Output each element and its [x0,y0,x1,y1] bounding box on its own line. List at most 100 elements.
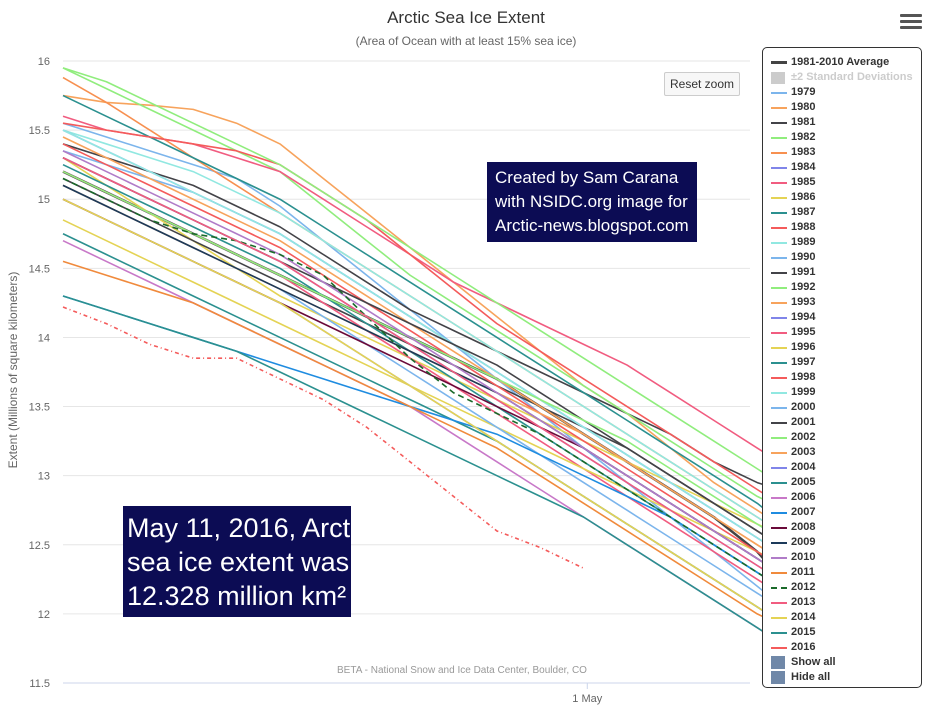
series-line-1979[interactable] [62,122,802,622]
series-line-1982[interactable] [62,67,801,518]
series-line-2002[interactable] [62,170,802,553]
legend-swatch [771,272,787,274]
legend-swatch [771,242,787,244]
legend-label: 1988 [791,221,816,233]
legend-action-label: Show all [791,656,836,668]
series-line-1992[interactable] [62,67,802,498]
legend-swatch [771,527,787,529]
series-line-1988[interactable] [62,122,802,518]
legend-swatch [771,482,787,484]
legend-swatch [771,647,787,649]
legend-swatch [771,437,787,439]
legend-label: 1981 [791,116,816,128]
legend-label: 1981-2010 Average [791,56,890,68]
legend-label: 1979 [791,86,816,98]
series-line-1989[interactable] [62,129,802,546]
reset-zoom-button[interactable]: Reset zoom [664,72,740,96]
y-tick-label: 16 [38,56,50,68]
legend-swatch [771,392,787,394]
chart-title: Arctic Sea Ice Extent [387,8,545,27]
credit-line: Created by Sam Carana [495,168,679,187]
legend-square-icon [771,671,785,684]
legend-label: 2013 [791,596,816,608]
y-tick-label: 15.5 [29,125,50,137]
legend-label: 2014 [791,611,816,623]
y-tick-label: 14 [38,332,50,344]
legend-swatch [771,287,787,289]
legend-swatch [771,587,787,589]
source-watermark: BETA - National Snow and Ice Data Center… [337,665,587,676]
legend-square-icon [771,656,785,669]
legend-label: 1984 [791,161,816,173]
legend-swatch [771,227,787,229]
legend-swatch [771,137,787,139]
legend-swatch [771,212,787,214]
legend-label: 2008 [791,521,816,533]
legend-swatch [771,92,787,94]
legend-swatch [771,107,787,109]
legend-swatch [771,332,787,334]
legend-label: 1995 [791,326,816,338]
legend-swatch [771,632,787,634]
y-tick-label: 12 [38,609,50,621]
series-line-1998[interactable] [62,143,802,581]
legend-swatch [771,182,787,184]
legend-swatch [771,152,787,154]
legend-label: 2000 [791,401,816,413]
series-line-2012[interactable] [62,177,802,601]
legend-swatch [771,602,787,604]
legend-label: ±2 Standard Deviations [791,71,913,83]
y-tick-label: 13 [38,471,50,483]
series-line-2016[interactable] [62,306,585,569]
chart-legend: 1981-2010 Average ±2 Standard Deviations 1… [762,47,922,688]
series-line-2010[interactable] [62,150,802,587]
legend-label: 1980 [791,101,816,113]
y-axis-label: Extent (Millions of square kilometers) [6,272,20,469]
annotation-line: May 11, 2016, Arctic [127,513,370,543]
series-line-2011[interactable] [62,260,801,636]
series-line-2015[interactable] [62,295,802,657]
legend-swatch [771,61,787,64]
legend-swatch [771,362,787,364]
legend-label: 2005 [791,476,816,488]
legend-label: 2002 [791,431,816,443]
legend-label: 1982 [791,131,816,143]
legend-swatch [771,377,787,379]
legend-label: 1997 [791,356,816,368]
series-line-1980[interactable] [62,94,802,539]
legend-label: 1990 [791,251,816,263]
legend-label: 1998 [791,371,816,383]
legend-label: 1983 [791,146,816,158]
legend-label: 1999 [791,386,816,398]
legend-swatch [771,197,787,199]
legend-label: 1985 [791,176,816,188]
series-line-1996[interactable] [62,219,801,574]
legend-swatch [771,572,787,574]
legend-label: 2003 [791,446,816,458]
legend-label: 2012 [791,581,816,593]
y-tick-label: 14.5 [29,263,50,275]
series-line-2013[interactable] [62,157,802,594]
chart-subtitle: (Area of Ocean with at least 15% sea ice… [355,34,577,48]
hamburger-menu-icon[interactable] [900,14,922,32]
legend-label: 2001 [791,416,816,428]
legend-swatch [771,557,787,559]
x-tick-label: 1 May [572,693,602,705]
legend-label: 2015 [791,626,816,638]
legend-label: 2007 [791,506,816,518]
legend-label: 1993 [791,296,816,308]
legend-label: 2006 [791,491,816,503]
series-line-1987[interactable] [62,94,802,539]
legend-label: 2011 [791,566,815,578]
credit-line: with NSIDC.org image for [495,192,688,211]
series-line-1999[interactable] [62,129,802,567]
series-line-1986[interactable] [62,157,801,546]
legend-label: 1994 [791,311,816,323]
y-axis-tick-labels: 11.5 12 12.5 13 13.5 14 14.5 15 15.5 16 [29,56,50,690]
annotation-line: sea ice extent was [127,547,350,577]
legend-swatch [771,257,787,259]
series-line-2014[interactable] [62,198,802,636]
credit-line: Arctic-news.blogspot.com [495,216,689,235]
